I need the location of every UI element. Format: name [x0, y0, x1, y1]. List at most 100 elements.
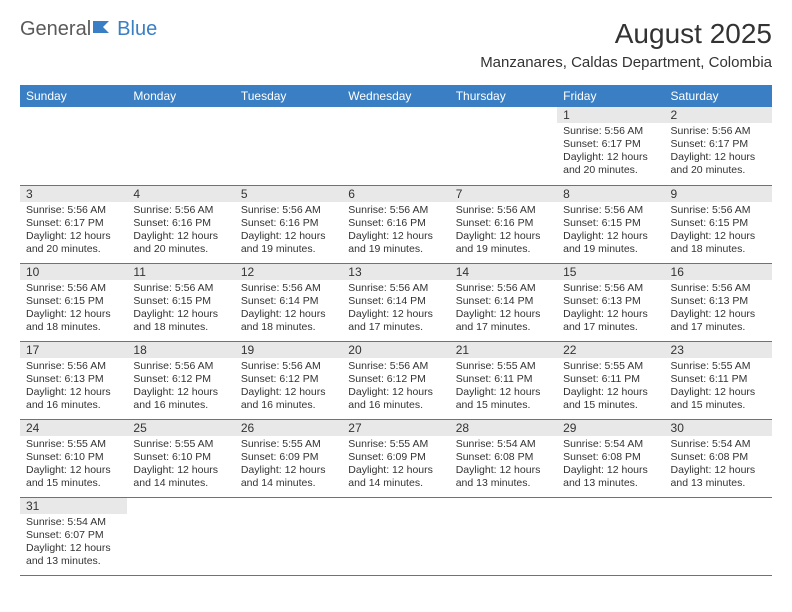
daylight-line: Daylight: 12 hours and 13 minutes.: [26, 542, 121, 568]
day-number: 31: [20, 498, 127, 514]
day-number: 29: [557, 420, 664, 436]
sunset-line: Sunset: 6:17 PM: [671, 138, 766, 151]
day-details: Sunrise: 5:54 AMSunset: 6:08 PMDaylight:…: [450, 436, 557, 495]
sunrise-line: Sunrise: 5:56 AM: [671, 282, 766, 295]
sunrise-line: Sunrise: 5:56 AM: [456, 282, 551, 295]
logo: General Blue: [20, 18, 157, 41]
day-number: 6: [342, 186, 449, 202]
calendar-cell: 9Sunrise: 5:56 AMSunset: 6:15 PMDaylight…: [665, 185, 772, 263]
sunset-line: Sunset: 6:13 PM: [563, 295, 658, 308]
sunrise-line: Sunrise: 5:56 AM: [241, 360, 336, 373]
day-details: Sunrise: 5:56 AMSunset: 6:15 PMDaylight:…: [665, 202, 772, 261]
day-details: Sunrise: 5:56 AMSunset: 6:16 PMDaylight:…: [450, 202, 557, 261]
day-details: Sunrise: 5:54 AMSunset: 6:08 PMDaylight:…: [557, 436, 664, 495]
day-number: 17: [20, 342, 127, 358]
day-number: 2: [665, 107, 772, 123]
day-number: 15: [557, 264, 664, 280]
sunrise-line: Sunrise: 5:56 AM: [26, 204, 121, 217]
sunrise-line: Sunrise: 5:56 AM: [563, 282, 658, 295]
calendar-cell: 25Sunrise: 5:55 AMSunset: 6:10 PMDayligh…: [127, 419, 234, 497]
day-number: 9: [665, 186, 772, 202]
day-number: 13: [342, 264, 449, 280]
daylight-line: Daylight: 12 hours and 19 minutes.: [348, 230, 443, 256]
daylight-line: Daylight: 12 hours and 16 minutes.: [26, 386, 121, 412]
daylight-line: Daylight: 12 hours and 14 minutes.: [348, 464, 443, 490]
sunset-line: Sunset: 6:14 PM: [348, 295, 443, 308]
sunrise-line: Sunrise: 5:56 AM: [348, 360, 443, 373]
calendar-cell-empty: [450, 497, 557, 575]
day-number: 3: [20, 186, 127, 202]
sunrise-line: Sunrise: 5:54 AM: [26, 516, 121, 529]
day-number: 26: [235, 420, 342, 436]
day-number: 28: [450, 420, 557, 436]
daylight-line: Daylight: 12 hours and 17 minutes.: [348, 308, 443, 334]
daylight-line: Daylight: 12 hours and 17 minutes.: [456, 308, 551, 334]
calendar-cell: 10Sunrise: 5:56 AMSunset: 6:15 PMDayligh…: [20, 263, 127, 341]
calendar-cell-empty: [557, 497, 664, 575]
sunrise-line: Sunrise: 5:54 AM: [671, 438, 766, 451]
sunset-line: Sunset: 6:15 PM: [563, 217, 658, 230]
calendar-cell: 8Sunrise: 5:56 AMSunset: 6:15 PMDaylight…: [557, 185, 664, 263]
header: General Blue August 2025 Manzanares, Cal…: [20, 18, 772, 71]
sunset-line: Sunset: 6:12 PM: [348, 373, 443, 386]
calendar-cell: 28Sunrise: 5:54 AMSunset: 6:08 PMDayligh…: [450, 419, 557, 497]
sunrise-line: Sunrise: 5:56 AM: [241, 282, 336, 295]
calendar-cell: 26Sunrise: 5:55 AMSunset: 6:09 PMDayligh…: [235, 419, 342, 497]
sunrise-line: Sunrise: 5:56 AM: [563, 125, 658, 138]
sunset-line: Sunset: 6:10 PM: [133, 451, 228, 464]
calendar-cell: 24Sunrise: 5:55 AMSunset: 6:10 PMDayligh…: [20, 419, 127, 497]
day-header: Tuesday: [235, 85, 342, 107]
day-details: Sunrise: 5:56 AMSunset: 6:15 PMDaylight:…: [557, 202, 664, 261]
day-details: Sunrise: 5:56 AMSunset: 6:17 PMDaylight:…: [20, 202, 127, 261]
calendar-row: 24Sunrise: 5:55 AMSunset: 6:10 PMDayligh…: [20, 419, 772, 497]
calendar-cell: 2Sunrise: 5:56 AMSunset: 6:17 PMDaylight…: [665, 107, 772, 185]
sunrise-line: Sunrise: 5:56 AM: [26, 360, 121, 373]
daylight-line: Daylight: 12 hours and 13 minutes.: [671, 464, 766, 490]
calendar-cell: 20Sunrise: 5:56 AMSunset: 6:12 PMDayligh…: [342, 341, 449, 419]
day-number: 30: [665, 420, 772, 436]
calendar-cell: 27Sunrise: 5:55 AMSunset: 6:09 PMDayligh…: [342, 419, 449, 497]
day-number: 18: [127, 342, 234, 358]
sunrise-line: Sunrise: 5:54 AM: [563, 438, 658, 451]
daylight-line: Daylight: 12 hours and 19 minutes.: [456, 230, 551, 256]
daylight-line: Daylight: 12 hours and 20 minutes.: [563, 151, 658, 177]
sunset-line: Sunset: 6:12 PM: [133, 373, 228, 386]
sunset-line: Sunset: 6:13 PM: [671, 295, 766, 308]
calendar-cell: 13Sunrise: 5:56 AMSunset: 6:14 PMDayligh…: [342, 263, 449, 341]
sunset-line: Sunset: 6:12 PM: [241, 373, 336, 386]
title-block: August 2025 Manzanares, Caldas Departmen…: [480, 18, 772, 71]
calendar-cell-empty: [342, 107, 449, 185]
day-details: Sunrise: 5:56 AMSunset: 6:14 PMDaylight:…: [235, 280, 342, 339]
daylight-line: Daylight: 12 hours and 15 minutes.: [456, 386, 551, 412]
day-details: Sunrise: 5:54 AMSunset: 6:07 PMDaylight:…: [20, 514, 127, 573]
day-number: 10: [20, 264, 127, 280]
calendar-cell: 3Sunrise: 5:56 AMSunset: 6:17 PMDaylight…: [20, 185, 127, 263]
daylight-line: Daylight: 12 hours and 18 minutes.: [241, 308, 336, 334]
calendar-cell: 21Sunrise: 5:55 AMSunset: 6:11 PMDayligh…: [450, 341, 557, 419]
calendar-cell: 16Sunrise: 5:56 AMSunset: 6:13 PMDayligh…: [665, 263, 772, 341]
calendar-cell: 5Sunrise: 5:56 AMSunset: 6:16 PMDaylight…: [235, 185, 342, 263]
daylight-line: Daylight: 12 hours and 16 minutes.: [133, 386, 228, 412]
day-details: Sunrise: 5:56 AMSunset: 6:13 PMDaylight:…: [20, 358, 127, 417]
sunset-line: Sunset: 6:16 PM: [241, 217, 336, 230]
day-number: 8: [557, 186, 664, 202]
calendar-row: 17Sunrise: 5:56 AMSunset: 6:13 PMDayligh…: [20, 341, 772, 419]
day-details: Sunrise: 5:56 AMSunset: 6:17 PMDaylight:…: [665, 123, 772, 182]
sunset-line: Sunset: 6:15 PM: [671, 217, 766, 230]
flag-icon: [93, 18, 115, 41]
sunrise-line: Sunrise: 5:56 AM: [671, 204, 766, 217]
calendar-cell-empty: [342, 497, 449, 575]
sunset-line: Sunset: 6:10 PM: [26, 451, 121, 464]
calendar-cell-empty: [127, 107, 234, 185]
calendar-cell-empty: [20, 107, 127, 185]
logo-text-blue: Blue: [117, 18, 157, 41]
sunrise-line: Sunrise: 5:55 AM: [133, 438, 228, 451]
sunrise-line: Sunrise: 5:56 AM: [348, 204, 443, 217]
day-number: 19: [235, 342, 342, 358]
day-number: 1: [557, 107, 664, 123]
day-details: Sunrise: 5:54 AMSunset: 6:08 PMDaylight:…: [665, 436, 772, 495]
day-header: Monday: [127, 85, 234, 107]
sunrise-line: Sunrise: 5:56 AM: [456, 204, 551, 217]
sunrise-line: Sunrise: 5:54 AM: [456, 438, 551, 451]
sunset-line: Sunset: 6:17 PM: [563, 138, 658, 151]
